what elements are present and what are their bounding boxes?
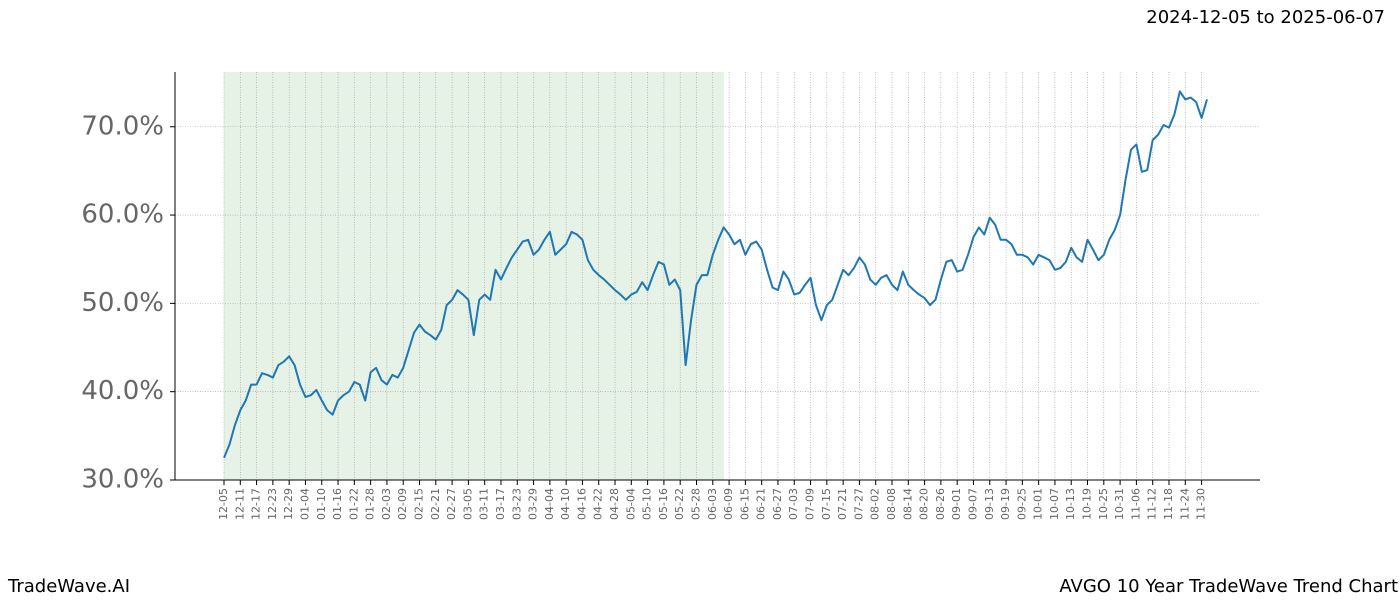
y-tick-label: 40.0% [81, 376, 164, 406]
x-tick-label: 02-03 [380, 488, 393, 520]
plot [223, 90, 1208, 459]
x-tick-label: 05-10 [641, 488, 654, 520]
x-tick-label: 11-12 [1146, 488, 1159, 520]
x-tick-label: 05-16 [657, 488, 670, 520]
x-tick-label: 09-19 [999, 488, 1012, 520]
x-tick-label: 09-01 [950, 488, 963, 520]
x-tick-label: 01-04 [298, 488, 311, 520]
x-tick-label: 02-27 [445, 488, 458, 520]
x-tick-label: 02-15 [413, 488, 426, 520]
x-tick-label: 12-05 [217, 488, 230, 520]
x-tick-label: 12-17 [250, 488, 263, 520]
x-tick-label: 09-13 [983, 488, 996, 520]
y-tick-label: 70.0% [81, 111, 164, 141]
date-range: 2024-12-05 to 2025-06-07 [1146, 7, 1385, 28]
x-tick-label: 09-25 [1015, 488, 1028, 520]
x-tick-label: 08-20 [918, 488, 931, 520]
x-tick-label: 10-07 [1048, 488, 1061, 520]
x-tick-label: 03-05 [461, 488, 474, 520]
x-tick-label: 09-07 [966, 488, 979, 520]
x-tick-label: 11-24 [1178, 488, 1191, 520]
x-tick-label: 07-03 [787, 488, 800, 520]
x-tick-label: 06-21 [755, 488, 768, 520]
x-tick-label: 06-27 [771, 488, 784, 520]
x-tick-label: 11-06 [1129, 488, 1142, 520]
x-tick-label: 08-02 [869, 488, 882, 520]
x-tick-label: 10-01 [1032, 488, 1045, 520]
x-tick-label: 04-28 [608, 488, 621, 520]
y-tick-label: 60.0% [81, 200, 164, 230]
chart-caption: AVGO 10 Year TradeWave Trend Chart [1059, 576, 1398, 597]
x-tick-label: 10-25 [1097, 488, 1110, 520]
y-tick-label: 50.0% [81, 288, 164, 318]
x-tick-label: 08-26 [934, 488, 947, 520]
x-tick-label: 06-09 [722, 488, 735, 520]
highlight-region [224, 72, 724, 480]
x-tick-label: 05-22 [673, 488, 686, 520]
x-tick-label: 11-30 [1195, 488, 1208, 520]
x-tick-label: 04-10 [559, 488, 572, 520]
x-tick-label: 03-17 [494, 488, 507, 520]
x-tick-label: 01-10 [315, 488, 328, 520]
x-tick-label: 12-23 [266, 488, 279, 520]
x-tick-label: 01-28 [364, 488, 377, 520]
trend-line [223, 90, 1208, 459]
x-tick-label: 05-04 [624, 488, 637, 520]
x-tick-label: 12-29 [282, 488, 295, 520]
x-tick-label: 07-27 [852, 488, 865, 520]
x-tick-label: 02-21 [429, 488, 442, 520]
x-tick-label: 04-16 [575, 488, 588, 520]
x-tick-label: 08-08 [885, 488, 898, 520]
x-tick-label: 10-13 [1064, 488, 1077, 520]
x-tick-label: 06-03 [706, 488, 719, 520]
x-tick-label: 04-22 [592, 488, 605, 520]
x-tick-label: 04-04 [543, 488, 556, 520]
x-tick-label: 07-21 [836, 488, 849, 520]
x-tick-label: 06-15 [738, 488, 751, 520]
x-tick-label: 12-11 [233, 488, 246, 520]
x-tick-label: 11-18 [1162, 488, 1175, 520]
grid: 30.0% 40.0% 50.0% 60.0% 70.0% 12-05 12-11 12-17… [81, 72, 1260, 520]
x-tick-label: 02-09 [396, 488, 409, 520]
y-tick-label: 30.0% [81, 465, 164, 495]
x-tick-label: 07-09 [804, 488, 817, 520]
x-tick-label: 03-11 [478, 488, 491, 520]
x-tick-label: 03-23 [510, 488, 523, 520]
x-tick-label: 05-28 [689, 488, 702, 520]
x-tick-label: 10-31 [1113, 488, 1126, 520]
x-tick-label: 08-14 [901, 488, 914, 520]
x-tick-label: 01-16 [331, 488, 344, 520]
x-tick-label: 03-29 [527, 488, 540, 520]
x-tick-label: 10-19 [1081, 488, 1094, 520]
brand: TradeWave.AI [7, 576, 130, 597]
x-tick-label: 07-15 [820, 488, 833, 520]
x-tick-label: 01-22 [347, 488, 360, 520]
